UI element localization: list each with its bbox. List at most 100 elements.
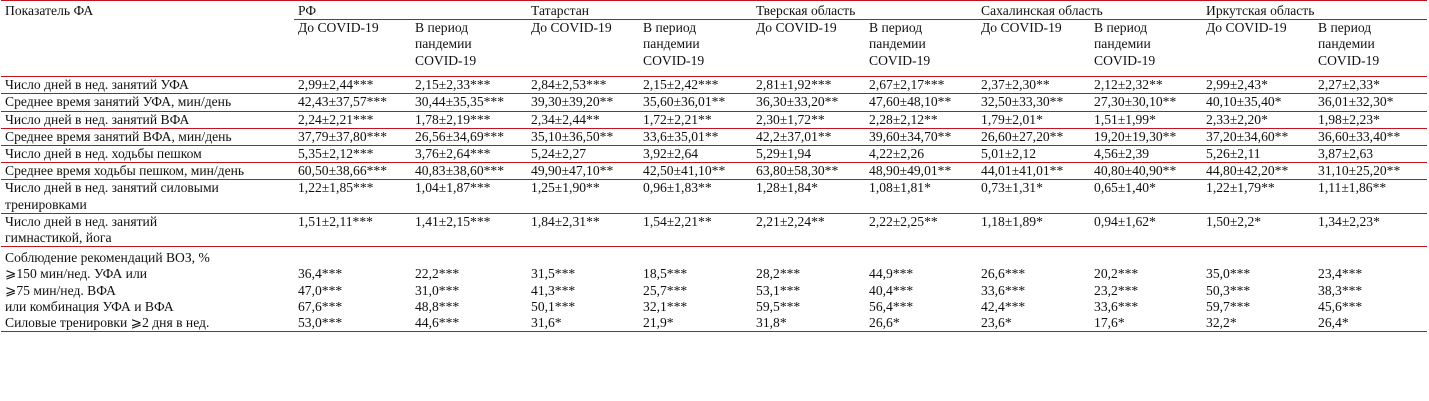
during-covid-header-tatarstan: В период пандемии COVID-19 <box>639 19 753 78</box>
who-value-cell: 33,6*** <box>981 282 1026 298</box>
who-value-cell: 33,6*** <box>1094 298 1139 314</box>
physical-activity-table: Показатель ФА РФ Татарстан Тверская обла… <box>1 0 1428 333</box>
value-cell: 1,98±2,23* <box>1314 110 1428 129</box>
value-cell: 5,24±2,27 <box>527 145 640 163</box>
table-header: Показатель ФА РФ Татарстан Тверская обла… <box>1 0 1428 78</box>
who-value-cell: 26,6*** <box>981 266 1026 282</box>
who-value-cell: 59,5*** <box>756 298 801 314</box>
row-label: Число дней в нед. занятий гимнастикой, йо… <box>1 212 294 247</box>
row-label: Среднее время занятий ВФА, мин/день <box>1 127 294 146</box>
during-covid-header-line: COVID-19 <box>415 52 477 68</box>
value-cell: 2,30±1,72** <box>752 110 866 129</box>
value-cell: 3,76±2,64*** <box>411 145 528 163</box>
during-covid-header-line: В период <box>1094 20 1148 36</box>
who-group-title: Соблюдение рекомендаций ВОЗ, % <box>1 246 1428 267</box>
who-group-title-row: Соблюдение рекомендаций ВОЗ, % <box>1 246 1428 267</box>
who-value-cell: 31,0*** <box>415 282 460 298</box>
value-cell: 1,41±2,15*** <box>411 212 528 247</box>
value-cell: 0,65±1,40* <box>1090 179 1203 214</box>
value-cell: 0,96±1,83** <box>639 179 753 214</box>
who-value-cell: 22,2*** <box>415 266 460 282</box>
value-cell: 42,50±41,10** <box>639 162 753 180</box>
value-cell: 49,90±47,10** <box>527 162 640 180</box>
value-cell: 2,15±2,33*** <box>411 76 528 94</box>
value-cell: 2,24±2,21*** <box>294 110 411 129</box>
table-body: Число дней в нед. занятий УФА 2,99±2,44**… <box>1 76 1428 333</box>
who-value-cell: 31,8* <box>752 315 866 333</box>
during-covid-header-rf: В период пандемии COVID-19 <box>411 19 528 78</box>
value-cell: 36,60±33,40** <box>1314 127 1428 146</box>
who-value-cell: 48,8*** <box>415 298 460 314</box>
value-cell: 1,79±2,01* <box>977 110 1091 129</box>
value-cell: 2,37±2,30** <box>977 76 1091 94</box>
during-covid-header-line: COVID-19 <box>1318 52 1380 68</box>
row-label-line: Число дней в нед. занятий <box>5 213 158 229</box>
during-covid-header-line: пандемии <box>643 36 700 52</box>
region-header-sakhalin: Сахалинская область <box>977 0 1203 21</box>
before-covid-header-tver: До COVID-19 <box>752 19 866 78</box>
value-cell: 42,43±37,57*** <box>294 93 411 112</box>
value-cell: 3,87±2,63 <box>1314 145 1428 163</box>
value-cell: 1,78±2,19*** <box>411 110 528 129</box>
who-value-cell: 44,6*** <box>411 315 528 333</box>
value-cell: 63,80±58,30** <box>752 162 866 180</box>
during-covid-header-line: пандемии <box>415 36 472 52</box>
value-cell: 2,21±2,24** <box>752 212 866 247</box>
table-row: Число дней в нед. занятий силовыми тренир… <box>1 179 1428 214</box>
during-covid-header-sakhalin: В период пандемии COVID-19 <box>1090 19 1203 78</box>
who-value-cell: 23,4*** <box>1318 266 1363 282</box>
who-row-label: или комбинация УФА и ВФА <box>5 298 174 314</box>
value-cell: 1,04±1,87*** <box>411 179 528 214</box>
table-row: Среднее время занятий ВФА, мин/день 37,79… <box>1 127 1428 146</box>
value-cell: 33,6±35,01** <box>639 127 753 146</box>
during-covid-header-line: В период <box>643 20 697 36</box>
who-value-cell: 50,1*** <box>531 298 576 314</box>
who-value-cell: 35,0*** <box>1206 266 1251 282</box>
value-cell: 32,50±33,30** <box>977 93 1091 112</box>
value-cell: 27,30±30,10** <box>1090 93 1203 112</box>
who-row: или комбинация УФА и ВФА 67,6*** 48,8*** 50… <box>1 299 1427 315</box>
who-value-cell: 21,9* <box>639 315 753 333</box>
value-cell: 26,56±34,69*** <box>411 127 528 146</box>
value-cell: 1,51±1,99* <box>1090 110 1203 129</box>
value-cell: 1,11±1,86** <box>1314 179 1428 214</box>
value-cell: 0,94±1,62* <box>1090 212 1203 247</box>
who-value-cell: 31,5*** <box>531 266 576 282</box>
value-cell: 2,33±2,20* <box>1202 110 1315 129</box>
value-cell: 40,10±35,40* <box>1202 93 1315 112</box>
value-cell: 1,50±2,2* <box>1202 212 1315 247</box>
value-cell: 5,35±2,12*** <box>294 145 411 163</box>
value-cell: 1,54±2,21** <box>639 212 753 247</box>
row-label: Число дней в нед. ходьбы пешком <box>1 145 294 163</box>
who-value-cell: 67,6*** <box>298 298 343 314</box>
who-value-cell: 25,7*** <box>643 282 688 298</box>
value-cell: 2,28±2,12** <box>865 110 978 129</box>
who-row: ⩾150 мин/нед. УФА или 36,4*** 22,2*** 31,5*… <box>1 266 1427 282</box>
who-value-cell: 47,0*** <box>298 282 343 298</box>
table-row: Среднее время занятий УФА, мин/день 42,43… <box>1 93 1428 112</box>
row-label: Среднее время ходьбы пешком, мин/день <box>1 162 294 180</box>
value-cell: 2,27±2,33* <box>1314 76 1428 94</box>
who-value-cell: 38,3*** <box>1318 282 1363 298</box>
during-covid-header-line: пандемии <box>869 36 926 52</box>
during-covid-header-line: COVID-19 <box>869 52 931 68</box>
value-cell: 1,25±1,90** <box>527 179 640 214</box>
who-value-cell: 26,6* <box>865 315 978 333</box>
who-row-label: ⩾150 мин/нед. УФА или <box>5 266 147 282</box>
row-label-line: тренировками <box>5 196 87 212</box>
during-covid-header-tver: В период пандемии COVID-19 <box>865 19 978 78</box>
value-cell: 36,30±33,20** <box>752 93 866 112</box>
value-cell: 1,28±1,84* <box>752 179 866 214</box>
who-value-cell: 40,4*** <box>869 282 914 298</box>
value-cell: 1,22±1,85*** <box>294 179 411 214</box>
value-cell: 1,34±2,23* <box>1314 212 1428 247</box>
who-value-cell: 32,2* <box>1202 315 1315 333</box>
value-cell: 3,92±2,64 <box>639 145 753 163</box>
row-label: Среднее время занятий УФА, мин/день <box>1 93 294 112</box>
value-cell: 39,30±39,20** <box>527 93 640 112</box>
value-cell: 40,80±40,90** <box>1090 162 1203 180</box>
value-cell: 36,01±32,30* <box>1314 93 1428 112</box>
region-header-tatarstan: Татарстан <box>527 0 753 21</box>
during-covid-header-line: В период <box>869 20 923 36</box>
value-cell: 2,15±2,42*** <box>639 76 753 94</box>
